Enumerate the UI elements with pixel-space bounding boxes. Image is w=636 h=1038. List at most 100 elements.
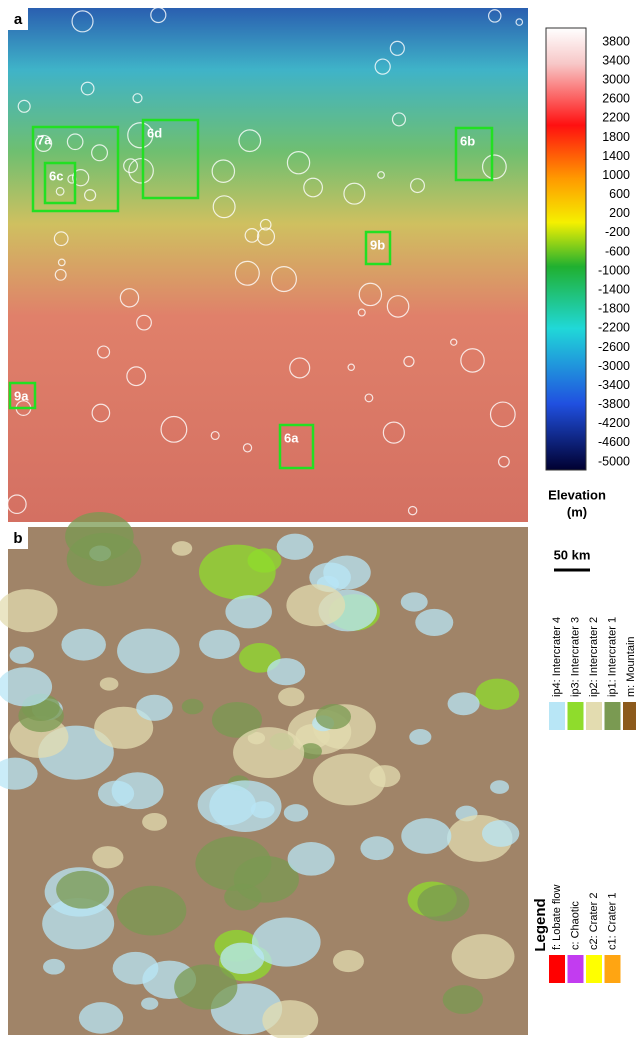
colorbar-tick-label: 200 — [609, 206, 630, 220]
unit-patch — [401, 592, 428, 611]
unit-patch — [79, 1002, 123, 1034]
unit-patch — [443, 985, 483, 1014]
legend-label: ip1: Intercrater 1 — [606, 617, 618, 697]
colorbar-tick-label: -4200 — [598, 416, 630, 430]
unit-patch — [284, 804, 308, 821]
colorbar-tick-label: 3000 — [602, 72, 630, 86]
colorbar-tick-label: -3400 — [598, 378, 630, 392]
colorbar-tick-label: -1800 — [598, 302, 630, 316]
unit-patch — [10, 647, 34, 664]
legend-label: ip2: Intercrater 2 — [588, 617, 600, 697]
unit-patch — [182, 699, 204, 715]
colorbar-tick-label: -600 — [605, 244, 630, 258]
figure-box-label: 7a — [37, 132, 52, 147]
figure-box-label: 9a — [14, 388, 29, 403]
unit-patch — [117, 886, 187, 936]
unit-patch — [172, 541, 193, 556]
unit-patch — [225, 595, 272, 628]
unit-patch — [233, 727, 304, 778]
colorbar-tick-label: -1000 — [598, 263, 630, 277]
colorbar-tick-label: 1400 — [602, 149, 630, 163]
figure-box-label: 6a — [284, 430, 299, 445]
unit-patch — [220, 943, 264, 974]
unit-patch — [409, 729, 431, 745]
panel-label: b — [13, 530, 22, 547]
legend-label: c: Chaotic — [569, 901, 581, 950]
legend-label: ip4: Intercrater 4 — [551, 617, 563, 697]
panel-label: a — [14, 11, 23, 28]
figure-box-label: 6b — [460, 133, 475, 148]
elevation-map — [8, 8, 528, 522]
unit-patch — [65, 512, 134, 561]
legend-label: ip3: Intercrater 3 — [569, 617, 581, 697]
unit-patch — [100, 677, 119, 690]
unit-patch — [199, 545, 276, 600]
legend-swatch — [586, 702, 602, 730]
unit-patch — [490, 780, 509, 794]
legend-swatch — [623, 702, 636, 730]
figure-box-label: 6c — [49, 168, 63, 183]
unit-patch — [482, 820, 519, 847]
colorbar-tick-label: -2200 — [598, 321, 630, 335]
legend-swatch — [568, 955, 584, 983]
legend-swatch — [549, 702, 565, 730]
unit-patch — [369, 765, 400, 787]
colorbar-unit: (m) — [567, 504, 587, 519]
unit-patch — [112, 772, 164, 809]
legend-label: c1: Crater 1 — [606, 893, 618, 950]
legend-swatch — [605, 955, 621, 983]
unit-patch — [267, 658, 305, 685]
unit-patch — [417, 884, 469, 921]
colorbar-tick-label: -3000 — [598, 359, 630, 373]
scale-label: 50 km — [554, 547, 591, 562]
figure-box-label: 6d — [147, 125, 162, 140]
unit-patch — [288, 842, 335, 876]
colorbar-tick-label: -1400 — [598, 282, 630, 296]
unit-patch — [401, 818, 451, 854]
unit-patch — [277, 534, 314, 560]
colorbar-tick-label: 2600 — [602, 92, 630, 106]
figure-box-label: 9b — [370, 237, 385, 252]
colorbar-tick-label: -5000 — [598, 454, 630, 468]
unit-patch — [286, 584, 345, 626]
colorbar-tick-label: -2600 — [598, 340, 630, 354]
unit-patch — [141, 997, 158, 1009]
colorbar-tick-label: 2200 — [602, 111, 630, 125]
colorbar-tick-label: -200 — [605, 225, 630, 239]
colorbar-tick-label: 600 — [609, 187, 630, 201]
unit-patch — [316, 704, 351, 729]
colorbar-tick-label: 1000 — [602, 168, 630, 182]
unit-patch — [56, 871, 109, 909]
colorbar-tick-label: 1800 — [602, 130, 630, 144]
legend-title: Legend — [532, 898, 549, 951]
unit-patch — [278, 688, 304, 707]
colorbar-tick-label: 3400 — [602, 53, 630, 67]
legend-swatch — [568, 702, 584, 730]
unit-patch — [92, 846, 123, 868]
unit-patch — [117, 629, 180, 674]
unit-patch — [415, 609, 453, 636]
legend-label: c2: Crater 2 — [588, 893, 600, 950]
unit-patch — [209, 780, 281, 832]
unit-patch — [448, 692, 480, 715]
unit-patch — [142, 813, 167, 831]
unit-patch — [136, 695, 173, 721]
legend-label: f: Lobate flow — [551, 885, 563, 950]
legend-swatch — [605, 702, 621, 730]
colorbar-tick-label: -3800 — [598, 397, 630, 411]
colorbar-tick-label: 3800 — [602, 34, 630, 48]
unit-patch — [475, 679, 519, 710]
colorbar — [546, 28, 586, 470]
unit-patch — [199, 630, 240, 659]
figure: 50 km Elevation (m) Legend a b 7a 6c 6d 6b 9b 9… — [0, 0, 636, 1038]
unit-patch — [360, 836, 393, 860]
unit-patch — [61, 629, 106, 661]
unit-patch — [174, 964, 237, 1009]
colorbar-title: Elevation — [548, 487, 606, 502]
legend-swatch — [586, 955, 602, 983]
unit-patch — [195, 836, 271, 890]
legend-swatch — [549, 955, 565, 983]
unit-patch — [43, 959, 65, 975]
unit-patch — [333, 950, 364, 972]
legend-label: m: Mountain — [625, 636, 636, 697]
